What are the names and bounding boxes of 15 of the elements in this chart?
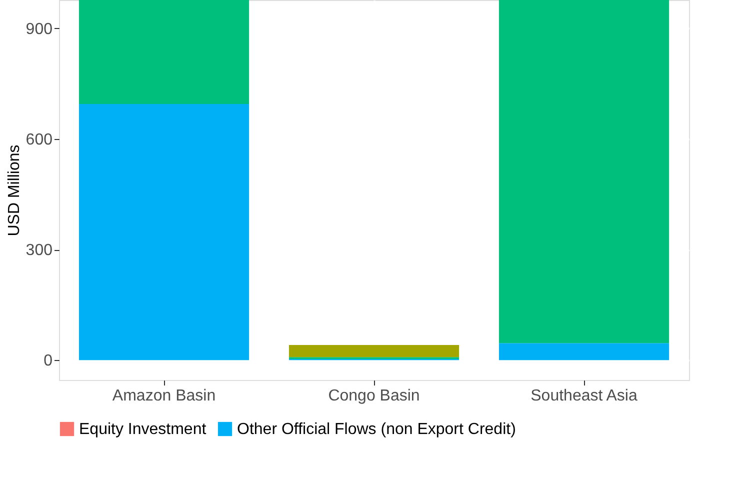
x-tick-label: Amazon Basin <box>112 388 216 404</box>
legend-label: Equity Investment <box>79 421 207 438</box>
y-tick-label: 900 <box>26 20 53 38</box>
bar <box>498 343 670 360</box>
y-tick-label: 0 <box>44 352 53 370</box>
bar <box>498 0 670 344</box>
x-tick-label: Congo Basin <box>328 388 420 404</box>
y-tick-label: 600 <box>26 131 53 148</box>
y-tick-label: 300 <box>26 242 53 260</box>
bar <box>78 0 250 104</box>
bar <box>288 344 460 358</box>
bar <box>78 104 250 360</box>
legend-label: Other Official Flows (non Export Credit) <box>237 421 516 438</box>
y-axis-title: USD Millions <box>6 144 23 236</box>
x-tick-label: Southeast Asia <box>530 388 638 404</box>
